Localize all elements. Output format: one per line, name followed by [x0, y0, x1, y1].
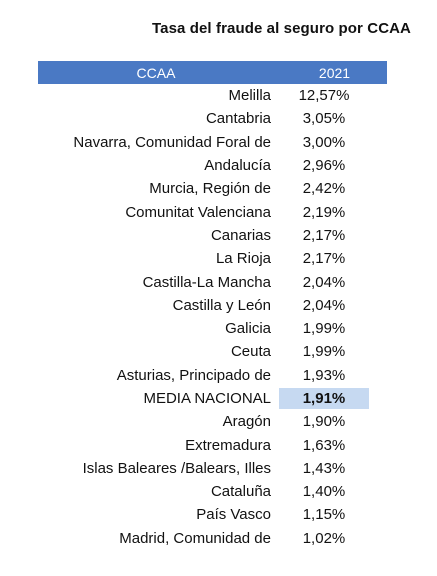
- fraud-rate-value: 1,02%: [302, 529, 346, 547]
- fraud-rate-table: CCAA 2021 Melilla 12,57% Cantabria 3,05% Nav…: [38, 61, 387, 550]
- fraud-rate-value: 2,42%: [302, 180, 346, 198]
- fraud-rate-value: 2,19%: [302, 203, 346, 221]
- fraud-rate-value: 1,99%: [302, 320, 346, 338]
- fraud-rate-value: 1,93%: [302, 366, 346, 384]
- region-name: Canarias: [210, 226, 271, 244]
- fraud-rate-value: 1,15%: [302, 506, 346, 524]
- region-name: Ceuta: [230, 343, 271, 361]
- fraud-rate-value: 2,04%: [302, 296, 346, 314]
- fraud-rate-value: 1,40%: [302, 483, 346, 501]
- table-row: Castilla-La Mancha 2,04%: [38, 270, 387, 293]
- region-name: Cantabria: [205, 110, 271, 128]
- region-name: País Vasco: [196, 506, 271, 524]
- table-row: Ceuta 1,99%: [38, 340, 387, 363]
- table-row: Comunitat Valenciana 2,19%: [38, 200, 387, 223]
- region-name: Asturias, Principado de: [116, 366, 271, 384]
- region-name: Andalucía: [204, 157, 271, 175]
- region-name: Castilla y León: [172, 296, 271, 314]
- region-name: Comunitat Valenciana: [125, 203, 271, 221]
- region-name: Aragón: [222, 413, 271, 431]
- table-row: La Rioja 2,17%: [38, 247, 387, 270]
- table-row: Castilla y León 2,04%: [38, 294, 387, 317]
- table-row: Navarra, Comunidad Foral de 3,00%: [38, 131, 387, 154]
- table-row: Asturias, Principado de 1,93%: [38, 364, 387, 387]
- fraud-rate-value: 2,17%: [302, 250, 346, 268]
- region-name: Islas Baleares /Balears, Illes: [82, 459, 271, 477]
- fraud-rate-value: 12,57%: [298, 87, 350, 105]
- fraud-rate-value: 1,90%: [302, 413, 346, 431]
- region-name: MEDIA NACIONAL: [143, 390, 271, 407]
- table-row: Galicia 1,99%: [38, 317, 387, 340]
- region-name: Extremadura: [185, 436, 271, 454]
- table-row: Andalucía 2,96%: [38, 154, 387, 177]
- table-row: Cataluña 1,40%: [38, 480, 387, 503]
- region-name: Melilla: [228, 87, 271, 105]
- table-row: Murcia, Región de 2,42%: [38, 177, 387, 200]
- fraud-rate-value: 2,04%: [302, 273, 346, 291]
- column-header-ccaa: CCAA: [136, 64, 176, 81]
- fraud-rate-value: 1,99%: [302, 343, 346, 361]
- fraud-rate-value: 3,05%: [302, 110, 346, 128]
- region-name: Castilla-La Mancha: [142, 273, 271, 291]
- region-name: Navarra, Comunidad Foral de: [73, 133, 271, 151]
- table-row: País Vasco 1,15%: [38, 503, 387, 526]
- fraud-rate-value: 1,43%: [302, 459, 346, 477]
- fraud-rate-value: 2,96%: [302, 157, 346, 175]
- table-row: Melilla 12,57%: [38, 84, 387, 107]
- table-title: Tasa del fraude al seguro por CCAA: [151, 20, 411, 37]
- region-name: Cataluña: [210, 483, 271, 501]
- table-row: Cantabria 3,05%: [38, 107, 387, 130]
- table-row: Canarias 2,17%: [38, 224, 387, 247]
- table-row: Madrid, Comunidad de 1,02%: [38, 527, 387, 550]
- table-row: Extremadura 1,63%: [38, 433, 387, 456]
- fraud-rate-value: 2,17%: [302, 226, 346, 244]
- fraud-rate-value: 3,00%: [302, 133, 346, 151]
- table-row: Aragón 1,90%: [38, 410, 387, 433]
- region-name: La Rioja: [215, 250, 271, 268]
- column-header-2021: 2021: [318, 64, 351, 81]
- fraud-rate-value: 1,63%: [302, 436, 346, 454]
- region-name: Madrid, Comunidad de: [119, 529, 271, 547]
- table-body: Melilla 12,57% Cantabria 3,05% Navarra, Comu…: [38, 84, 387, 550]
- table-row: Islas Baleares /Balears, Illes 1,43%: [38, 457, 387, 480]
- table-header: CCAA 2021: [38, 61, 387, 84]
- region-name: Galicia: [225, 320, 271, 338]
- region-name: Murcia, Región de: [149, 180, 271, 198]
- table-row-national-average: MEDIA NACIONAL 1,91%: [38, 387, 387, 410]
- fraud-rate-value: 1,91%: [279, 388, 369, 409]
